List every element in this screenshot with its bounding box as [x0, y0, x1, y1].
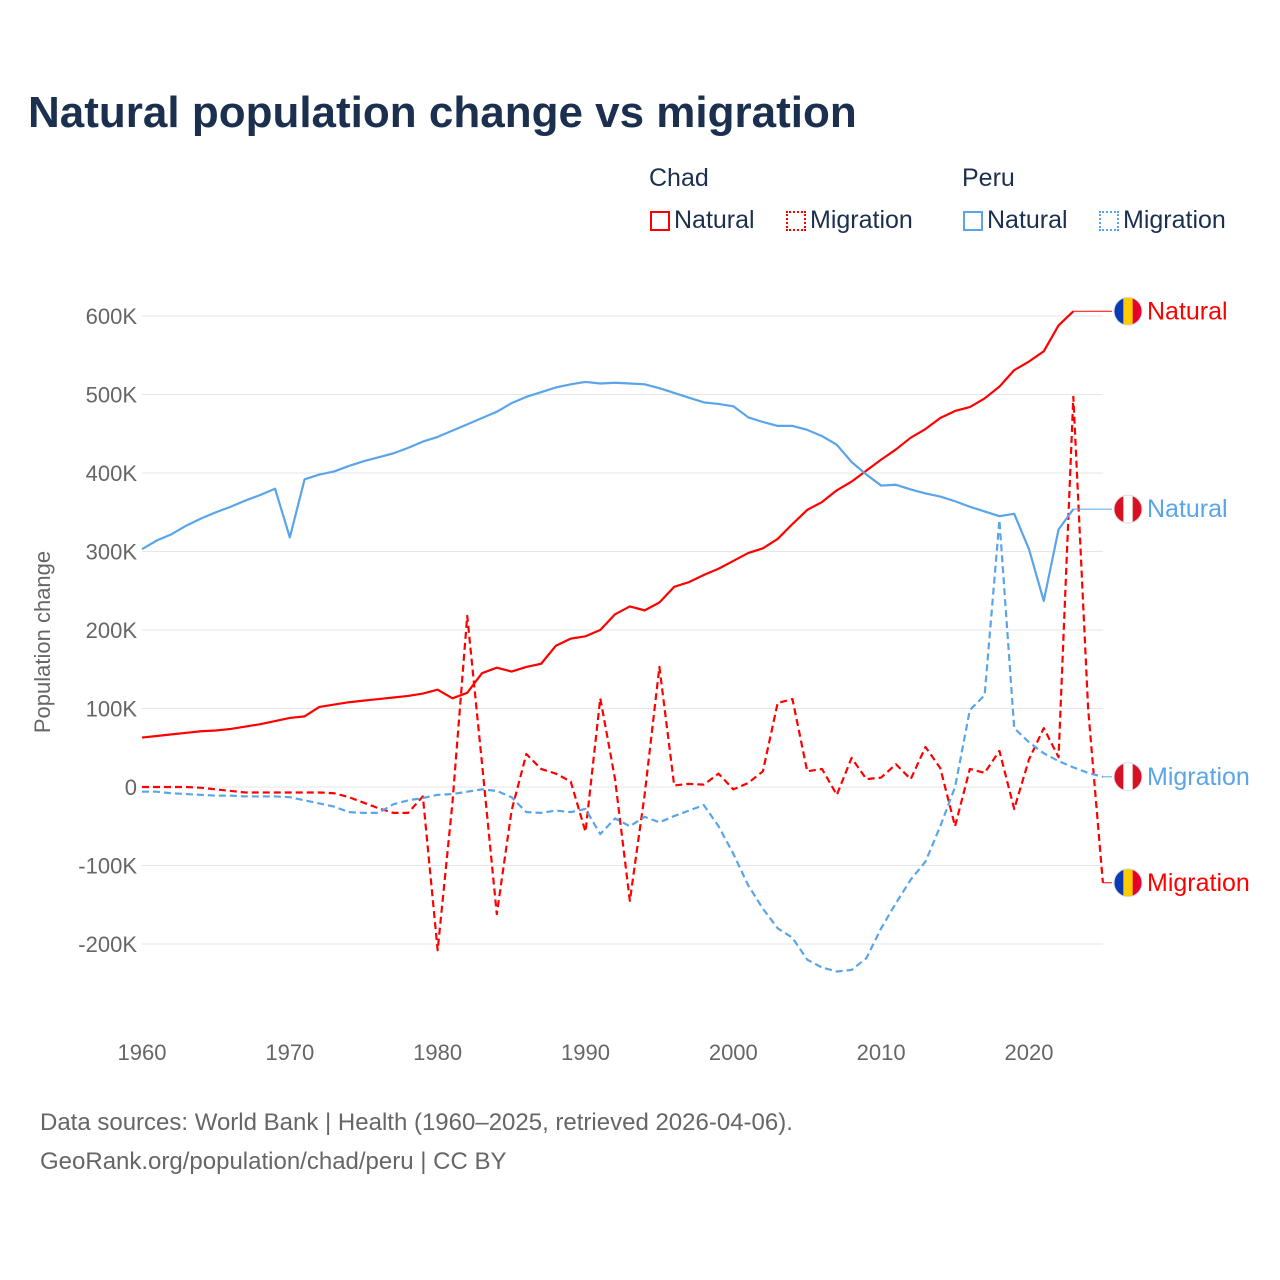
y-tick-label: 500K — [86, 383, 138, 408]
legend-label: Migration — [810, 206, 913, 234]
y-tick-label: -100K — [78, 854, 137, 879]
source-text: Data sources: World Bank | Health (1960–… — [40, 1109, 793, 1136]
legend-swatch-dotted — [1099, 210, 1119, 231]
flag-stripe — [1123, 762, 1134, 791]
legend-chad-natural[interactable]: Natural — [650, 206, 755, 235]
legend-label: Natural — [674, 206, 755, 234]
flag-stripe — [1123, 495, 1134, 524]
y-tick-label: 300K — [86, 540, 138, 565]
x-tick-label: 2000 — [709, 1040, 758, 1065]
legend-swatch-solid — [963, 210, 983, 231]
series-line-chad-natural — [141, 310, 1075, 739]
series-line-peru-natural — [141, 380, 1075, 603]
legend-group-chad: Chad — [649, 164, 709, 192]
y-axis-label: Population change — [30, 551, 55, 733]
flag-stripe — [1114, 868, 1124, 897]
flag-outline — [1113, 296, 1143, 326]
end-label-chad-migration: Migration — [1147, 869, 1250, 897]
flag-outline — [1113, 494, 1143, 524]
end-label-chad-natural: Natural — [1147, 297, 1228, 325]
flag-outline — [1113, 868, 1143, 898]
legend-swatch-solid — [650, 210, 670, 231]
flag-stripe — [1114, 495, 1124, 524]
y-tick-label: -200K — [78, 932, 137, 957]
flag-stripe — [1123, 297, 1134, 326]
series-line-peru-migration — [142, 518, 1104, 973]
chart-title: Natural population change vs migration — [28, 88, 857, 137]
end-label-peru-natural: Natural — [1147, 495, 1228, 523]
x-tick-label: 1960 — [118, 1040, 167, 1065]
source-url[interactable]: GeoRank.org/population/chad/peru | CC BY — [40, 1148, 507, 1175]
flag-stripe — [1132, 868, 1142, 897]
x-tick-label: 1970 — [265, 1040, 314, 1065]
flag-stripe — [1123, 868, 1134, 897]
y-tick-label: 0 — [125, 775, 137, 800]
x-tick-label: 2020 — [1005, 1040, 1054, 1065]
x-tick-label: 2010 — [857, 1040, 906, 1065]
flag-stripe — [1114, 297, 1124, 326]
x-tick-label: 1980 — [413, 1040, 462, 1065]
y-tick-label: 400K — [86, 461, 138, 486]
flag-stripe — [1132, 297, 1142, 326]
legend-label: Natural — [987, 206, 1068, 234]
flag-icon-chad — [1113, 296, 1143, 326]
flag-icon-peru — [1113, 762, 1143, 792]
flag-stripe — [1132, 762, 1142, 791]
flag-stripe — [1132, 495, 1142, 524]
y-tick-label: 100K — [86, 697, 138, 722]
x-tick-label: 1990 — [561, 1040, 610, 1065]
legend-swatch-dotted — [786, 210, 806, 231]
flag-icon-chad — [1113, 868, 1143, 898]
series-line-chad-migration — [142, 395, 1104, 952]
legend-peru-migration[interactable]: Migration — [1099, 206, 1226, 235]
legend-chad-migration[interactable]: Migration — [786, 206, 913, 235]
flag-stripe — [1114, 762, 1124, 791]
y-tick-label: 600K — [86, 304, 138, 329]
end-label-peru-migration: Migration — [1147, 763, 1250, 791]
legend-peru-natural[interactable]: Natural — [963, 206, 1068, 235]
flag-outline — [1113, 762, 1143, 792]
legend-group-peru: Peru — [962, 164, 1015, 192]
legend-label: Migration — [1123, 206, 1226, 234]
flag-icon-peru — [1113, 494, 1143, 524]
y-tick-label: 200K — [86, 618, 138, 643]
